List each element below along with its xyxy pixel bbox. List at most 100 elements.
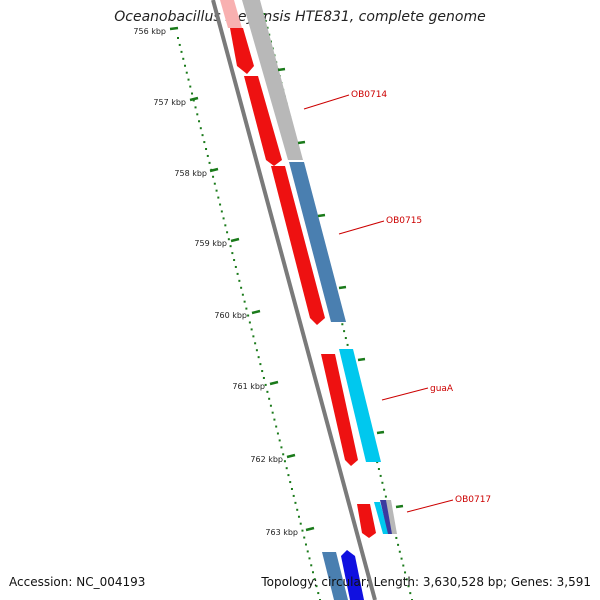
tick-dot xyxy=(220,210,223,213)
tick-dot xyxy=(191,92,194,95)
cds-red-4 xyxy=(321,354,358,466)
tick-dot xyxy=(282,453,285,456)
tick-dot xyxy=(243,300,246,303)
tick-760 xyxy=(251,309,261,315)
tick-dot xyxy=(229,245,232,248)
tick-dot xyxy=(189,85,192,88)
gene-block-guaa xyxy=(339,349,381,462)
tick-dot xyxy=(405,578,408,581)
tick-dot xyxy=(257,356,260,359)
tick-dot xyxy=(250,328,253,331)
tick-dot xyxy=(276,432,279,435)
tick-dot xyxy=(400,557,403,560)
outer-tick xyxy=(395,504,404,509)
tick-dot xyxy=(283,460,286,463)
tick-dot xyxy=(247,314,250,317)
tick-dot xyxy=(398,550,401,553)
outer-tick xyxy=(317,213,326,218)
tick-759 xyxy=(230,237,240,243)
outer-tick xyxy=(297,140,306,145)
accession-text: Accession: NC_004193 xyxy=(9,575,146,589)
tick-dot xyxy=(346,343,349,346)
tick-dot xyxy=(290,487,293,490)
tick-dot xyxy=(222,217,225,220)
tick-dot xyxy=(224,224,227,227)
tick-dot xyxy=(341,323,344,326)
tick-dot xyxy=(381,481,384,484)
tick-dot xyxy=(317,592,320,595)
tick-dot xyxy=(384,495,387,498)
tick-dot xyxy=(262,376,265,379)
tick-dot xyxy=(311,571,314,574)
tick-dot xyxy=(306,550,309,553)
tick-dot xyxy=(297,515,300,518)
tick-dot xyxy=(252,335,255,338)
tick-dot xyxy=(178,43,181,46)
tick-dot xyxy=(280,446,283,449)
tick-dot xyxy=(294,501,297,504)
tick-dot xyxy=(215,189,218,192)
outer-tick xyxy=(376,430,385,435)
tick-label-762: 762 kbp xyxy=(250,455,283,464)
tick-dot xyxy=(266,390,269,393)
outer-tick xyxy=(357,357,366,362)
gene-block-ob0717-grey xyxy=(386,500,397,534)
tick-dot xyxy=(315,585,318,588)
tick-label-758: 758 kbp xyxy=(174,169,207,178)
tick-dot xyxy=(177,37,179,39)
tick-dot xyxy=(296,508,299,511)
tick-dot xyxy=(273,418,276,421)
tick-label-760: 760 kbp xyxy=(214,311,247,320)
tick-dot xyxy=(203,141,206,144)
tick-dot xyxy=(402,564,405,567)
tick-dot xyxy=(264,19,267,22)
tick-dot xyxy=(261,370,264,373)
tick-dot xyxy=(245,307,248,310)
tick-dot xyxy=(234,265,237,268)
gene-label-guaa: guaA xyxy=(430,384,454,394)
tick-dot xyxy=(264,383,267,386)
tick-dot xyxy=(299,522,302,525)
tick-dot xyxy=(268,397,271,400)
cds-red-1 xyxy=(230,28,254,74)
tick-761 xyxy=(269,380,279,386)
cds-red-2 xyxy=(244,76,282,166)
genome-summary: Topology: circular; Length: 3,630,528 bp… xyxy=(261,575,591,589)
tick-dot xyxy=(194,106,197,109)
gene-label-ob0714: OB0714 xyxy=(351,90,387,100)
gene-block-ob0714 xyxy=(242,0,303,160)
cds-bottom-blue xyxy=(341,550,364,600)
tick-dot xyxy=(304,543,307,546)
tick-dot xyxy=(266,26,269,29)
tick-dot xyxy=(303,536,306,539)
tick-dot xyxy=(231,252,234,255)
tick-dot xyxy=(226,231,229,234)
outer-tick xyxy=(277,67,286,72)
tick-dot xyxy=(287,474,290,477)
tick-dot xyxy=(255,349,258,352)
tick-dot xyxy=(201,134,204,137)
tick-label-756: 756 kbp xyxy=(133,27,166,36)
tick-762 xyxy=(286,453,296,459)
tick-dot xyxy=(271,411,274,414)
tick-dot xyxy=(240,286,243,289)
tick-dot xyxy=(343,330,346,333)
tick-dot xyxy=(192,99,195,102)
tick-dot xyxy=(259,363,262,366)
leader-ob0717 xyxy=(406,499,454,513)
cds-bottom-steel xyxy=(322,552,348,600)
tick-dot xyxy=(196,113,199,116)
tick-dot xyxy=(275,425,278,428)
tick-label-763: 763 kbp xyxy=(265,528,298,537)
cds-red-3 xyxy=(271,166,325,325)
cds-red-5 xyxy=(357,504,376,538)
tick-dot xyxy=(219,203,222,206)
gene-label-ob0715: OB0715 xyxy=(386,216,422,226)
tick-dot xyxy=(236,272,239,275)
leader-guaa xyxy=(381,387,429,401)
tick-dot xyxy=(404,571,407,574)
backbone-line xyxy=(211,0,377,600)
tick-dot xyxy=(407,585,410,588)
tick-dot xyxy=(397,543,400,546)
tick-dot xyxy=(187,78,190,81)
